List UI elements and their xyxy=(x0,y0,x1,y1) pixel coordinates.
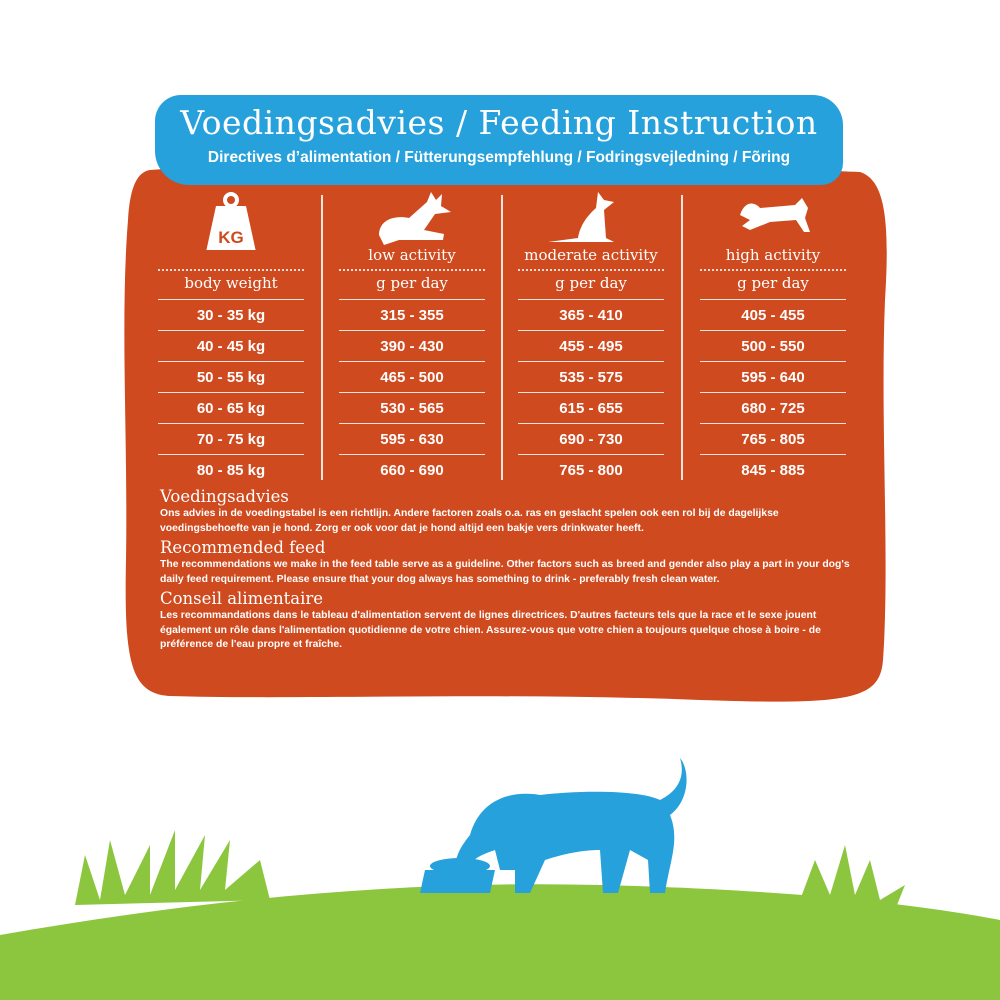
table-cell: 315 - 355 xyxy=(339,299,485,331)
table-cell: 765 - 800 xyxy=(518,454,664,486)
dotted-divider xyxy=(158,269,304,271)
dog-eating-icon xyxy=(420,758,687,893)
table-cell: 465 - 500 xyxy=(339,361,485,393)
table-cell: 595 - 630 xyxy=(339,423,485,455)
column-activity: high activity xyxy=(725,246,821,264)
table-cell: 80 - 85 kg xyxy=(158,454,304,486)
table-cell: 30 - 35 kg xyxy=(158,299,304,331)
lying-dog-icon xyxy=(379,192,451,245)
grass-tuft-icon xyxy=(75,830,905,910)
page-subtitle: Directives d’alimentation / Fütterungsem… xyxy=(207,149,791,166)
table-cell: 765 - 805 xyxy=(700,423,846,455)
column-divider xyxy=(681,195,683,480)
column-unit: g per day xyxy=(555,274,627,292)
table-cell: 60 - 65 kg xyxy=(158,392,304,424)
table-cell: 845 - 885 xyxy=(700,454,846,486)
column-divider xyxy=(321,195,323,480)
table-cell: 365 - 410 xyxy=(518,299,664,331)
jumping-dog-icon xyxy=(740,198,810,232)
table-cell: 530 - 565 xyxy=(339,392,485,424)
table-cell: 50 - 55 kg xyxy=(158,361,304,393)
table-cell: 595 - 640 xyxy=(700,361,846,393)
note-text: The recommendations we make in the feed … xyxy=(160,559,850,585)
table-cell: 615 - 655 xyxy=(518,392,664,424)
note-heading: Voedingsadvies xyxy=(160,487,289,506)
note-heading: Conseil alimentaire xyxy=(160,589,324,608)
table-cell: 500 - 550 xyxy=(700,330,846,362)
table-cell: 405 - 455 xyxy=(700,299,846,331)
svg-text:KG: KG xyxy=(218,228,244,247)
dotted-divider xyxy=(700,269,846,271)
column-unit: g per day xyxy=(376,274,448,292)
dotted-divider xyxy=(518,269,664,271)
column-activity: low activity xyxy=(368,246,456,264)
title-banner: Voedingsadvies / Feeding Instruction Dir… xyxy=(155,95,843,185)
column-divider xyxy=(501,195,503,480)
food-bowl-icon xyxy=(420,870,495,893)
column-unit: body weight xyxy=(184,274,278,292)
table-cell: 390 - 430 xyxy=(339,330,485,362)
table-cell: 455 - 495 xyxy=(518,330,664,362)
note-text: Ons advies in de voedingstabel is een ri… xyxy=(160,508,779,534)
table-cell: 70 - 75 kg xyxy=(158,423,304,455)
column-unit: g per day xyxy=(737,274,809,292)
sitting-dog-icon xyxy=(548,192,614,242)
table-cell: 680 - 725 xyxy=(700,392,846,424)
grass-hill xyxy=(0,884,1000,1000)
note-heading: Recommended feed xyxy=(160,538,326,557)
page-title: Voedingsadvies / Feeding Instruction xyxy=(180,103,818,142)
dotted-divider xyxy=(339,269,485,271)
table-cell: 40 - 45 kg xyxy=(158,330,304,362)
table-cell: 535 - 575 xyxy=(518,361,664,393)
note-text: Les recommandations dans le tableau d'al… xyxy=(160,610,821,650)
table-cell: 660 - 690 xyxy=(339,454,485,486)
column-activity: moderate activity xyxy=(524,246,658,264)
weight-icon: KG xyxy=(206,192,256,250)
orange-panel xyxy=(124,164,887,702)
table-cell: 690 - 730 xyxy=(518,423,664,455)
feeding-notes: Voedingsadvies Ons advies in de voedings… xyxy=(160,487,860,655)
